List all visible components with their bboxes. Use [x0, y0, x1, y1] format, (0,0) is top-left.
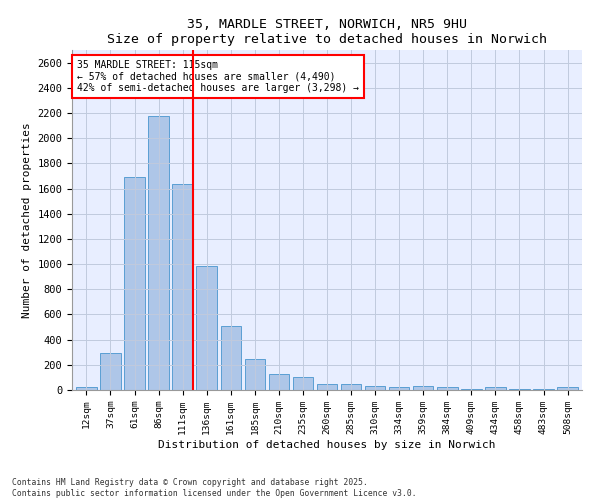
X-axis label: Distribution of detached houses by size in Norwich: Distribution of detached houses by size …	[158, 440, 496, 450]
Bar	[100, 353, 121, 390]
Bar	[389, 388, 409, 390]
Bar	[317, 384, 337, 390]
Bar	[124, 177, 145, 390]
Bar	[172, 184, 193, 390]
Y-axis label: Number of detached properties: Number of detached properties	[22, 122, 32, 318]
Bar	[196, 266, 217, 390]
Title: 35, MARDLE STREET, NORWICH, NR5 9HU
Size of property relative to detached houses: 35, MARDLE STREET, NORWICH, NR5 9HU Size…	[107, 18, 547, 46]
Bar	[437, 387, 458, 390]
Bar	[365, 386, 385, 390]
Bar	[148, 116, 169, 390]
Bar	[76, 387, 97, 390]
Text: Contains HM Land Registry data © Crown copyright and database right 2025.
Contai: Contains HM Land Registry data © Crown c…	[12, 478, 416, 498]
Bar	[341, 384, 361, 390]
Bar	[221, 326, 241, 390]
Bar	[557, 388, 578, 390]
Bar	[485, 388, 506, 390]
Bar	[293, 378, 313, 390]
Bar	[413, 386, 433, 390]
Bar	[269, 374, 289, 390]
Bar	[245, 359, 265, 390]
Text: 35 MARDLE STREET: 115sqm
← 57% of detached houses are smaller (4,490)
42% of sem: 35 MARDLE STREET: 115sqm ← 57% of detach…	[77, 60, 359, 94]
